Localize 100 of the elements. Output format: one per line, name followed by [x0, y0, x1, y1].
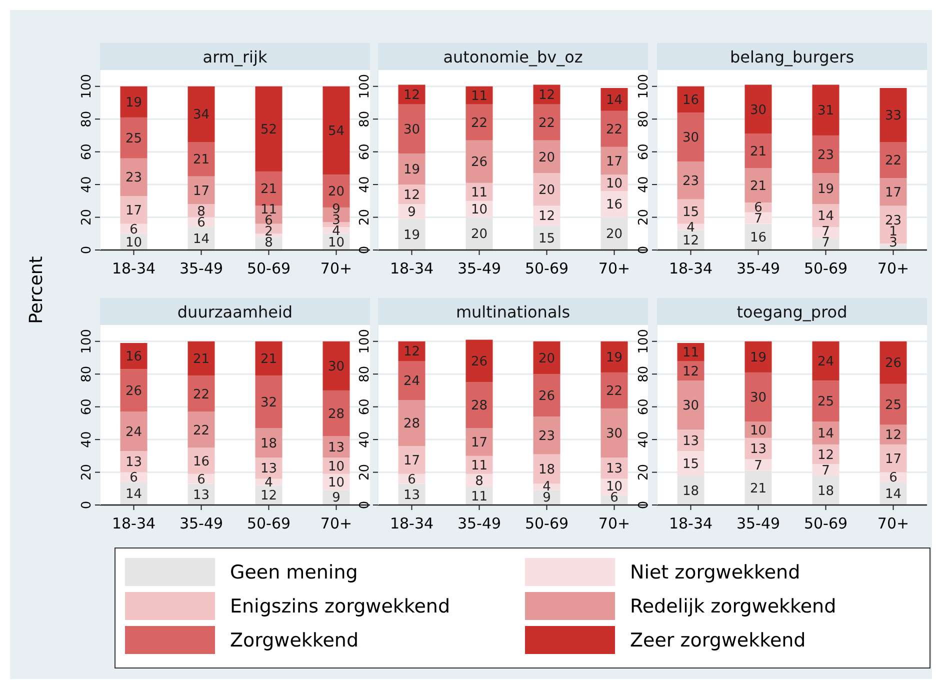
y-tick-label: 0: [358, 500, 373, 510]
y-tick-label: 0: [358, 246, 373, 254]
data-label: 11: [470, 185, 488, 200]
y-tick-label: 40: [358, 431, 373, 448]
x-tick-label: 70+: [320, 259, 352, 278]
x-tick-label: 50-69: [524, 259, 569, 278]
bar: [744, 134, 772, 168]
data-label: 16: [750, 230, 767, 246]
data-label: 52: [260, 122, 278, 138]
data-label: 22: [470, 116, 488, 131]
x-tick-label: 18-34: [390, 514, 434, 532]
bar: [398, 84, 426, 104]
data-label: 10: [606, 176, 623, 192]
x-tick-label: 35-49: [179, 259, 224, 278]
bar: [398, 446, 426, 474]
data-label: 25: [125, 131, 142, 146]
bar: [188, 448, 215, 474]
data-label: 22: [192, 387, 210, 402]
bar: [600, 372, 628, 408]
data-label: 14: [606, 93, 623, 108]
data-label: 6: [197, 216, 206, 231]
bar: [255, 86, 282, 172]
x-tick-label: 50-69: [246, 514, 291, 532]
x-tick-label: 35-49: [736, 514, 780, 532]
bar: [255, 428, 282, 458]
x-tick-label: 70+: [320, 514, 352, 532]
data-label: 12: [682, 234, 700, 249]
data-label: 17: [403, 454, 420, 469]
data-label: 8: [475, 474, 484, 490]
data-label: 13: [750, 442, 767, 458]
data-label: 13: [403, 488, 420, 503]
data-label: 7: [754, 458, 762, 474]
data-label: 21: [750, 178, 767, 194]
bar: [812, 422, 840, 444]
bar: [398, 204, 426, 219]
data-label: 28: [470, 398, 488, 414]
bar: [812, 204, 840, 228]
data-label: 4: [264, 476, 273, 491]
data-label: 25: [817, 394, 834, 410]
y-tick-label: 20: [636, 464, 652, 481]
data-label: 14: [817, 209, 834, 224]
x-tick-label: 18-34: [390, 259, 434, 278]
legend-label: Zorgwekkend: [230, 630, 359, 652]
y-tick-label: 20: [80, 209, 95, 226]
bar: [533, 416, 560, 454]
data-label: 30: [750, 390, 767, 406]
y-axis-title: Percent: [26, 256, 47, 324]
data-label: 14: [192, 232, 210, 248]
data-label: 19: [606, 350, 623, 366]
data-label: 6: [130, 222, 138, 238]
data-label: 13: [125, 455, 142, 470]
y-tick-label: 100: [358, 74, 373, 99]
data-label: 19: [125, 95, 142, 110]
data-label: 24: [125, 424, 142, 440]
y-tick-label: 60: [636, 144, 652, 160]
data-label: 14: [125, 487, 142, 502]
bar: [466, 340, 493, 382]
y-tick-label: 100: [358, 328, 373, 354]
data-label: 10: [750, 423, 767, 438]
bar: [812, 464, 840, 476]
data-label: 12: [538, 209, 556, 224]
x-tick-label: 18-34: [112, 259, 156, 278]
data-label: 16: [682, 93, 700, 108]
chart-title: autonomie_bv_oz: [443, 48, 583, 67]
data-label: 21: [260, 182, 278, 198]
data-label: 14: [817, 426, 834, 442]
data-label: 30: [606, 426, 623, 442]
bar: [398, 153, 426, 185]
data-label: 19: [750, 350, 767, 366]
bar: [533, 173, 560, 206]
data-label: 16: [192, 454, 210, 470]
x-tick-label: 18-34: [668, 259, 713, 278]
bar: [812, 84, 840, 136]
bar: [812, 135, 840, 174]
data-label: 10: [328, 476, 345, 491]
data-label: 21: [750, 481, 767, 496]
bar: [398, 400, 426, 446]
data-label: 22: [606, 122, 623, 138]
chart-title: duurzaamheid: [177, 302, 293, 322]
data-label: 12: [538, 88, 556, 104]
data-label: 12: [403, 188, 420, 203]
data-label: 18: [260, 436, 278, 452]
y-tick-label: 100: [636, 74, 652, 99]
data-label: 6: [889, 470, 898, 486]
data-label: 22: [884, 154, 902, 169]
bar: [600, 408, 628, 458]
bar: [880, 142, 907, 178]
bar: [533, 104, 560, 140]
data-label: 22: [606, 384, 623, 400]
data-label: 19: [817, 182, 834, 198]
data-label: 20: [538, 351, 556, 366]
bar: [120, 196, 148, 224]
data-label: 11: [470, 458, 488, 474]
bar: [600, 88, 628, 111]
bar: [677, 86, 704, 113]
data-label: 6: [408, 472, 416, 488]
bar: [120, 86, 148, 118]
x-tick-label: 18-34: [668, 514, 713, 532]
bar: [600, 110, 628, 147]
bar: [188, 86, 215, 142]
